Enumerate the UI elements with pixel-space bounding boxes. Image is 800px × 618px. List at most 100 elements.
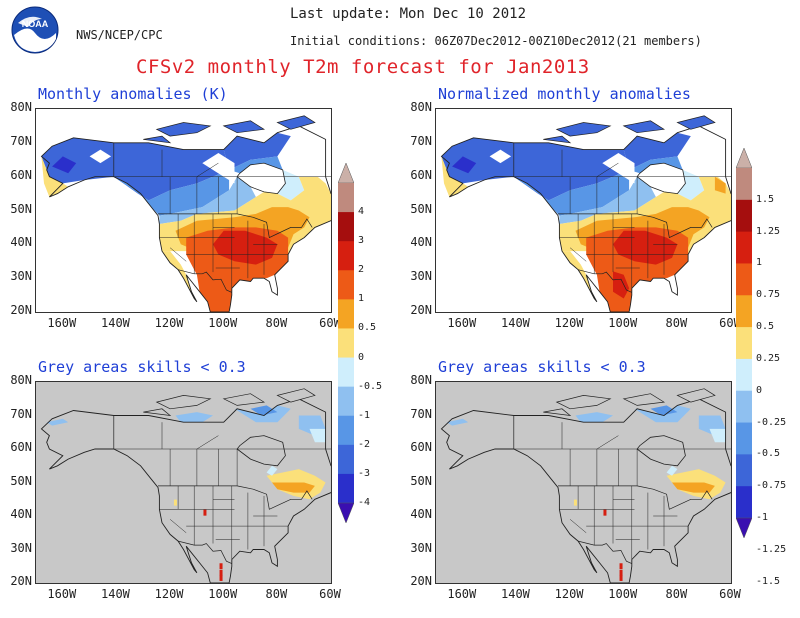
noaa-logo: NOAA xyxy=(10,5,60,55)
colorbar-svg xyxy=(736,148,752,538)
province-border xyxy=(196,162,219,177)
arctic-island xyxy=(143,408,172,416)
initial-conditions: Initial conditions: 06Z07Dec2012-00Z10De… xyxy=(290,34,702,48)
lat-tick-label: 60N xyxy=(10,167,32,182)
us-canada-border xyxy=(158,213,313,239)
anomaly-region xyxy=(446,418,469,426)
lat-tick-label: 80N xyxy=(410,100,432,114)
us-canada-border xyxy=(558,485,713,510)
us-mexico-border xyxy=(578,269,632,293)
anomaly-region xyxy=(229,156,283,174)
lat-tick-label: 20N xyxy=(10,574,32,588)
map-svg xyxy=(36,382,331,583)
colorbar-tick-label: 3 xyxy=(358,235,365,247)
anomaly-region xyxy=(714,176,726,194)
lat-tick-label: 20N xyxy=(410,303,432,317)
province-border xyxy=(196,435,219,450)
state-border xyxy=(169,247,187,262)
colorbar-top-arrow xyxy=(338,163,354,184)
neutral-region xyxy=(602,153,635,184)
lon-tick-label: 60W xyxy=(319,316,341,330)
anomaly-region xyxy=(513,169,630,216)
lon-tick-label: 100W xyxy=(608,316,638,330)
anomaly-spot xyxy=(219,569,223,576)
arctic-island xyxy=(155,395,212,410)
lat-tick-label: 60N xyxy=(10,440,32,454)
arctic-island xyxy=(276,115,316,130)
colorbar-tick-label: -0.25 xyxy=(756,416,787,428)
colorbar-tick-label: 1.5 xyxy=(756,193,775,205)
map-panel-anomalies xyxy=(35,108,332,313)
lat-tick-label: 30N xyxy=(410,540,432,555)
lon-tick-label: 80W xyxy=(265,587,288,601)
lon-tick-label: 80W xyxy=(265,316,288,330)
colorbar-tick-label: -2 xyxy=(358,438,371,450)
lat-tick-label: 30N xyxy=(10,269,32,284)
colorbar-bottom-arrow xyxy=(736,517,752,538)
colorbar-bottom-arrow xyxy=(338,502,354,523)
arctic-island xyxy=(676,388,716,403)
colorbar-tick-label: 4 xyxy=(358,206,365,218)
colorbar-segment xyxy=(338,183,354,213)
anomaly-region xyxy=(159,176,256,224)
colorbar-tick-label: 0.75 xyxy=(756,289,781,301)
arctic-island xyxy=(555,122,612,137)
colorbar-segment xyxy=(736,295,752,328)
panel-title-skill-left: Grey areas skills < 0.3 xyxy=(38,358,246,376)
arctic-island xyxy=(222,393,266,406)
anomaly-region xyxy=(41,156,69,197)
us-mexico-border xyxy=(178,540,232,564)
lon-tick-label: 60W xyxy=(319,587,341,601)
colorbar-segment xyxy=(736,390,752,424)
arctic-island xyxy=(543,135,572,144)
lon-tick-label: 80W xyxy=(665,316,688,330)
lat-tick-label: 70N xyxy=(410,406,432,421)
anomaly-spot xyxy=(219,574,223,581)
colorbar-tick-label: -1.5 xyxy=(756,575,781,587)
state-border xyxy=(569,247,587,262)
state-border xyxy=(569,519,587,533)
anomaly-region xyxy=(666,465,678,476)
anomaly-region xyxy=(613,271,630,299)
us-canada-border xyxy=(158,485,313,510)
logo-text: NOAA xyxy=(22,19,49,29)
us-canada-border xyxy=(558,213,713,239)
colorbar-tick-label: -1 xyxy=(358,409,371,421)
colorbar-segment xyxy=(736,422,752,455)
last-update: Last update: Mon Dec 10 2012 xyxy=(290,6,527,22)
lon-tick-label: 140W xyxy=(101,316,130,330)
lon-tick-label: 100W xyxy=(208,587,238,601)
arctic-island xyxy=(676,115,716,130)
colorbar-segment xyxy=(736,168,752,201)
lon-tick-label: 140W xyxy=(101,587,130,601)
coastline xyxy=(40,398,331,583)
lon-tick-label: 60W xyxy=(719,316,741,330)
anomaly-spot xyxy=(573,499,577,506)
colorbar-segment xyxy=(338,357,354,388)
anomaly-region xyxy=(629,156,683,174)
colorbar-segment xyxy=(338,473,354,504)
arctic-island xyxy=(622,120,666,134)
lat-tick-label: 50N xyxy=(10,201,32,216)
arctic-island xyxy=(155,122,212,137)
colorbar-tick-label: -0.5 xyxy=(756,448,781,460)
lat-tick-label: 60N xyxy=(410,167,432,182)
colorbar-tick-label: -1 xyxy=(756,512,769,523)
province-border xyxy=(596,435,619,450)
lat-tick-label: 50N xyxy=(410,473,432,488)
lon-tick-label: 120W xyxy=(554,587,584,601)
lat-tick-label: 40N xyxy=(10,507,32,521)
arctic-island xyxy=(543,408,572,416)
coastline xyxy=(440,125,731,312)
lat-tick-label: 50N xyxy=(410,201,432,216)
colorbar-segment xyxy=(338,415,354,446)
lon-tick-label: 60W xyxy=(719,587,741,601)
lat-tick-label: 40N xyxy=(410,235,432,250)
map-panel-skill-right xyxy=(435,381,732,584)
arctic-island xyxy=(555,395,612,410)
anomaly-region xyxy=(672,482,715,493)
anomaly-region xyxy=(452,156,477,174)
panel-title-normalized: Normalized monthly anomalies xyxy=(438,85,691,103)
colorbar-tick-label: -3 xyxy=(358,467,371,479)
colorbar-tick-label: -0.5 xyxy=(358,380,383,392)
